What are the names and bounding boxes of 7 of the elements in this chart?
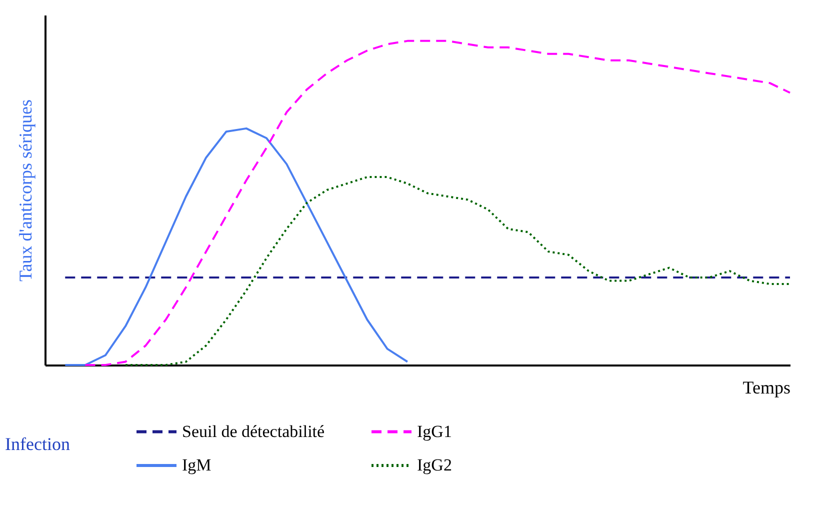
text: Infection [5, 434, 70, 454]
x-axis-title: Temps [742, 378, 790, 398]
legend-label: IgG2 [417, 456, 452, 474]
legend-label: IgM [182, 456, 212, 474]
legend-label: Seuil de détectabilité [182, 422, 325, 441]
legend-label: IgG1 [417, 422, 452, 441]
y-axis-title: Taux d'anticorps sériques [16, 100, 36, 282]
